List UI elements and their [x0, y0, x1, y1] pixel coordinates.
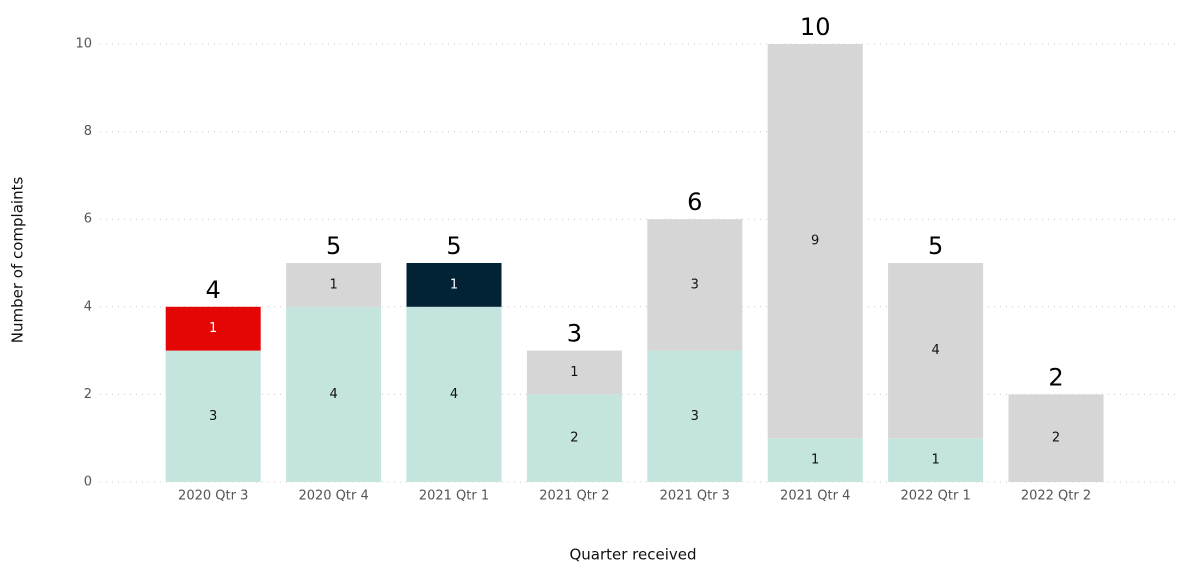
total-label: 5	[928, 232, 943, 260]
value-label: 3	[691, 409, 699, 424]
x-axis-title: Quarter received	[569, 546, 696, 562]
x-tick-label: 2020 Qtr 3	[178, 489, 248, 504]
value-label: 1	[570, 365, 578, 380]
bar-segment	[767, 44, 863, 439]
total-label: 3	[567, 320, 582, 348]
value-label: 4	[931, 343, 939, 358]
bar-segment	[767, 438, 863, 482]
value-label: 1	[450, 277, 458, 292]
x-tick-label: 2022 Qtr 2	[1021, 489, 1091, 504]
value-label: 1	[329, 277, 337, 292]
bar-segment	[406, 306, 502, 482]
bar-segment	[647, 219, 743, 351]
value-label: 2	[570, 431, 578, 446]
bar-segment	[888, 438, 984, 482]
value-label: 4	[329, 387, 337, 402]
total-label: 6	[687, 188, 702, 216]
y-tick-label: 10	[75, 37, 92, 52]
x-tick-label: 2021 Qtr 4	[780, 489, 850, 504]
y-tick-label: 0	[84, 475, 92, 490]
bar-segment	[647, 350, 743, 482]
value-label: 4	[450, 387, 458, 402]
total-label: 5	[446, 232, 461, 260]
bar-segment	[286, 263, 382, 307]
bar-segment	[1008, 394, 1104, 482]
bar-segment	[526, 350, 622, 395]
total-label: 2	[1048, 363, 1063, 391]
y-tick-label: 6	[84, 212, 92, 227]
x-tick-label: 2022 Qtr 1	[900, 489, 970, 504]
y-tick-label: 4	[84, 299, 92, 314]
value-label: 2	[1052, 431, 1060, 446]
x-tick-label: 2020 Qtr 4	[298, 489, 368, 504]
bar-segment	[286, 306, 382, 482]
bar-segment	[526, 394, 622, 482]
x-tick-label: 2021 Qtr 1	[419, 489, 489, 504]
value-label: 9	[811, 234, 819, 249]
y-tick-label: 8	[84, 124, 92, 139]
y-tick-label: 2	[84, 387, 92, 402]
total-label: 5	[326, 232, 341, 260]
bar-segment	[165, 350, 261, 482]
bar-segment	[888, 263, 984, 439]
bar-segment	[165, 306, 261, 351]
value-label: 3	[209, 409, 217, 424]
x-tick-label: 2021 Qtr 2	[539, 489, 609, 504]
total-label: 4	[206, 276, 221, 304]
value-label: 3	[691, 277, 699, 292]
value-label: 1	[811, 453, 819, 468]
value-label: 1	[209, 321, 217, 336]
total-label: 10	[800, 13, 831, 41]
x-tick-label: 2021 Qtr 3	[660, 489, 730, 504]
bar-segment	[406, 263, 502, 307]
value-label: 1	[931, 453, 939, 468]
y-axis-title: Number of complaints	[9, 177, 27, 344]
